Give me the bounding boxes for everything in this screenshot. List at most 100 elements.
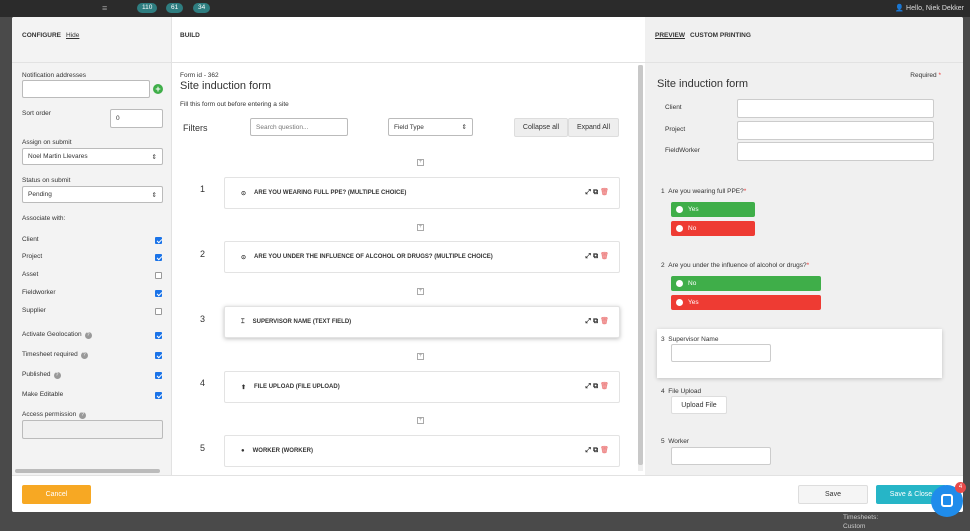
notification-badge[interactable]: 34 [193,3,211,13]
client-input[interactable] [737,99,934,118]
add-question-icon[interactable]: + [417,224,424,231]
copy-icon[interactable]: ⧉ [593,447,601,454]
expand-icon[interactable]: ⤢ [585,383,594,390]
question-actions: ⤢⧉🗑 [586,252,612,261]
copy-icon[interactable]: ⧉ [593,318,601,325]
help-icon[interactable]: ? [80,352,88,359]
chat-launcher[interactable]: 4 [931,482,966,517]
option-label: Timesheet required? [22,351,88,359]
status-select[interactable]: Pending ⇕ [22,186,163,203]
question-1: 1 Are you wearing full PPE?* [661,188,747,195]
expand-icon[interactable]: ⤢ [585,447,594,454]
option-yes[interactable]: Yes [671,202,755,217]
notification-badge[interactable]: 61 [166,3,184,13]
help-icon[interactable]: ? [53,372,61,379]
checkbox-timesheet[interactable] [155,352,162,359]
active-question-card: 3 Supervisor Name [657,329,942,378]
add-question-icon[interactable]: + [417,159,424,166]
assign-select[interactable]: Noel Martin Llevares ⇕ [22,148,163,165]
delete-icon[interactable]: 🗑 [600,253,611,260]
question-3: 3 Supervisor Name [661,336,719,343]
worker-icon: ● [241,448,245,454]
status-label: Status on submit [22,177,71,184]
tab-custom-printing[interactable]: CUSTOM PRINTING [690,32,751,39]
checkbox-supplier[interactable] [155,308,162,315]
delete-icon[interactable]: 🗑 [600,189,611,196]
question-card[interactable]: ● WORKER (WORKER) ⤢⧉🗑 [224,435,620,467]
checkbox-project[interactable] [155,254,162,261]
option-yes[interactable]: Yes [671,295,821,310]
add-question-icon[interactable]: + [417,417,424,424]
delete-icon[interactable]: 🗑 [600,383,611,390]
worker-input[interactable] [671,447,771,465]
notification-input[interactable] [22,80,150,98]
preview-title: Site induction form [657,78,749,90]
collapse-all-button[interactable]: Collapse all [514,118,568,137]
menu-icon[interactable]: ≡ [102,3,108,13]
fieldworker-input[interactable] [737,142,934,161]
assign-label: Assign on submit [22,139,72,146]
checkbox-geolocation[interactable] [155,332,162,339]
assoc-label: Asset [22,271,39,278]
add-question-icon[interactable]: + [417,288,424,295]
option-label: Published? [22,371,61,379]
notification-badge[interactable]: 110 [137,3,158,13]
tab-build[interactable]: BUILD [180,32,200,39]
help-icon[interactable]: ? [84,332,92,339]
select-arrows-icon: ⇕ [151,153,157,161]
supervisor-name-input[interactable] [671,344,771,362]
checkbox-client[interactable] [155,237,162,244]
add-icon[interactable]: + [153,84,163,94]
checkbox-editable[interactable] [155,392,162,399]
copy-icon[interactable]: ⧉ [593,189,601,196]
cancel-button[interactable]: Cancel [22,485,91,504]
question-number: 1 [200,184,206,194]
copy-icon[interactable]: ⧉ [593,253,601,260]
project-input[interactable] [737,121,934,140]
question-card[interactable]: ⬆ FILE UPLOAD (FILE UPLOAD) ⤢⧉🗑 [224,371,620,403]
question-card[interactable]: ⊙ ARE YOU UNDER THE INFLUENCE OF ALCOHOL … [224,241,620,273]
field-label: Project [665,126,686,133]
access-permission-input[interactable] [22,420,163,439]
save-button[interactable]: Save [798,485,868,504]
form-id: Form id - 362 [180,72,219,79]
delete-icon[interactable]: 🗑 [600,318,611,325]
option-no[interactable]: No [671,276,821,291]
expand-icon[interactable]: ⤢ [585,253,594,260]
vertical-scrollbar[interactable] [638,65,643,471]
form-title: Site induction form [180,80,272,92]
save-close-button[interactable]: Save & Close [876,485,946,504]
hide-link[interactable]: Hide [66,32,80,39]
question-card[interactable]: ⊙ ARE YOU WEARING FULL PPE? (MULTIPLE CHO… [224,177,620,209]
modal-footer: Cancel Save Save & Close [12,475,963,512]
tab-preview[interactable]: PREVIEW [655,32,685,39]
field-type-select[interactable]: Field Type ⇕ [388,118,473,136]
search-input[interactable]: Search question... [250,118,348,136]
question-5: 5 Worker [661,438,690,445]
sort-order-input[interactable]: 0 [110,109,163,128]
form-subtitle: Fill this form out before entering a sit… [180,101,289,108]
expand-all-button[interactable]: Expand All [568,118,619,137]
checkbox-fieldworker[interactable] [155,290,162,297]
question-actions: ⤢⧉🗑 [586,382,612,391]
notification-label: Notification addresses [22,72,86,79]
delete-icon[interactable]: 🗑 [600,447,611,454]
field-label: Client [665,104,682,111]
option-no[interactable]: No [671,221,755,236]
required-note: Required * [910,72,941,79]
form-builder-modal: CONFIGURE Hide Notification addresses + … [12,17,963,512]
user-greeting[interactable]: 👤 Hello, Niek Dekker [895,5,964,12]
tab-configure[interactable]: CONFIGURE [22,32,61,39]
chat-icon [941,494,953,507]
question-card[interactable]: ⌶ SUPERVISOR NAME (TEXT FIELD) ⤢⧉🗑 [224,306,620,338]
horizontal-scrollbar[interactable] [15,469,160,473]
expand-icon[interactable]: ⤢ [585,189,594,196]
upload-file-button[interactable]: Upload File [671,396,727,414]
checkbox-published[interactable] [155,372,162,379]
checkbox-asset[interactable] [155,272,162,279]
expand-icon[interactable]: ⤢ [585,318,594,325]
help-icon[interactable]: ? [79,412,87,419]
filters-label: Filters [183,123,208,133]
copy-icon[interactable]: ⧉ [593,383,601,390]
add-question-icon[interactable]: + [417,353,424,360]
